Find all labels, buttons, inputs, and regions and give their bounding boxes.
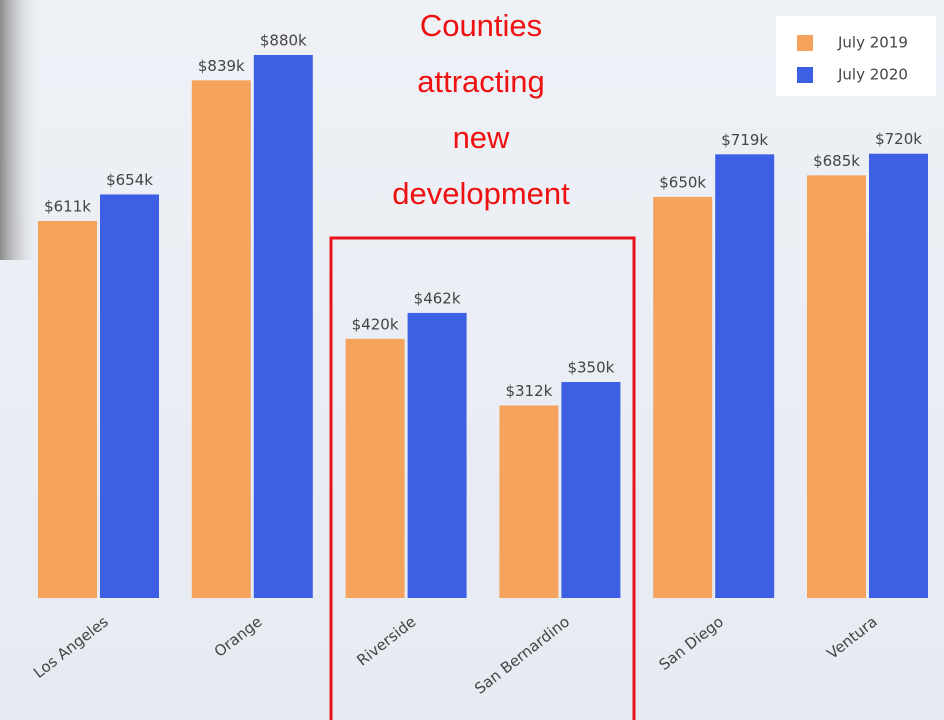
bar	[38, 220, 97, 598]
value-label: $420k	[352, 315, 399, 333]
bar	[807, 175, 866, 599]
legend-swatch	[797, 67, 813, 83]
annotation: new	[453, 120, 510, 155]
legend-label: July 2019	[837, 34, 908, 52]
bar	[869, 153, 928, 598]
value-label: $462k	[414, 289, 461, 307]
annotation: Counties	[420, 8, 542, 43]
value-label: $719k	[721, 131, 768, 149]
shadow	[0, 0, 40, 260]
bar	[499, 405, 559, 598]
legend-swatch	[797, 35, 813, 51]
bar	[407, 312, 467, 598]
annotation: attracting	[417, 64, 545, 99]
bar	[100, 194, 159, 598]
legend-box	[776, 16, 936, 96]
value-label: $839k	[198, 57, 245, 75]
bar	[191, 80, 251, 598]
bar	[561, 382, 621, 598]
value-label: $312k	[505, 382, 552, 400]
value-label: $650k	[659, 173, 706, 191]
highlight-box	[329, 236, 636, 720]
value-label: $880k	[260, 32, 307, 50]
value-label: $654k	[106, 171, 153, 189]
bar	[715, 154, 775, 599]
value-label: $350k	[567, 359, 614, 377]
legend-label: July 2020	[837, 66, 908, 84]
bar	[345, 338, 405, 598]
annotation: development	[392, 176, 570, 211]
value-label: $611k	[44, 197, 91, 215]
value-label: $685k	[813, 152, 860, 170]
bar	[253, 55, 313, 598]
value-label: $720k	[875, 130, 922, 148]
bar	[653, 196, 713, 598]
